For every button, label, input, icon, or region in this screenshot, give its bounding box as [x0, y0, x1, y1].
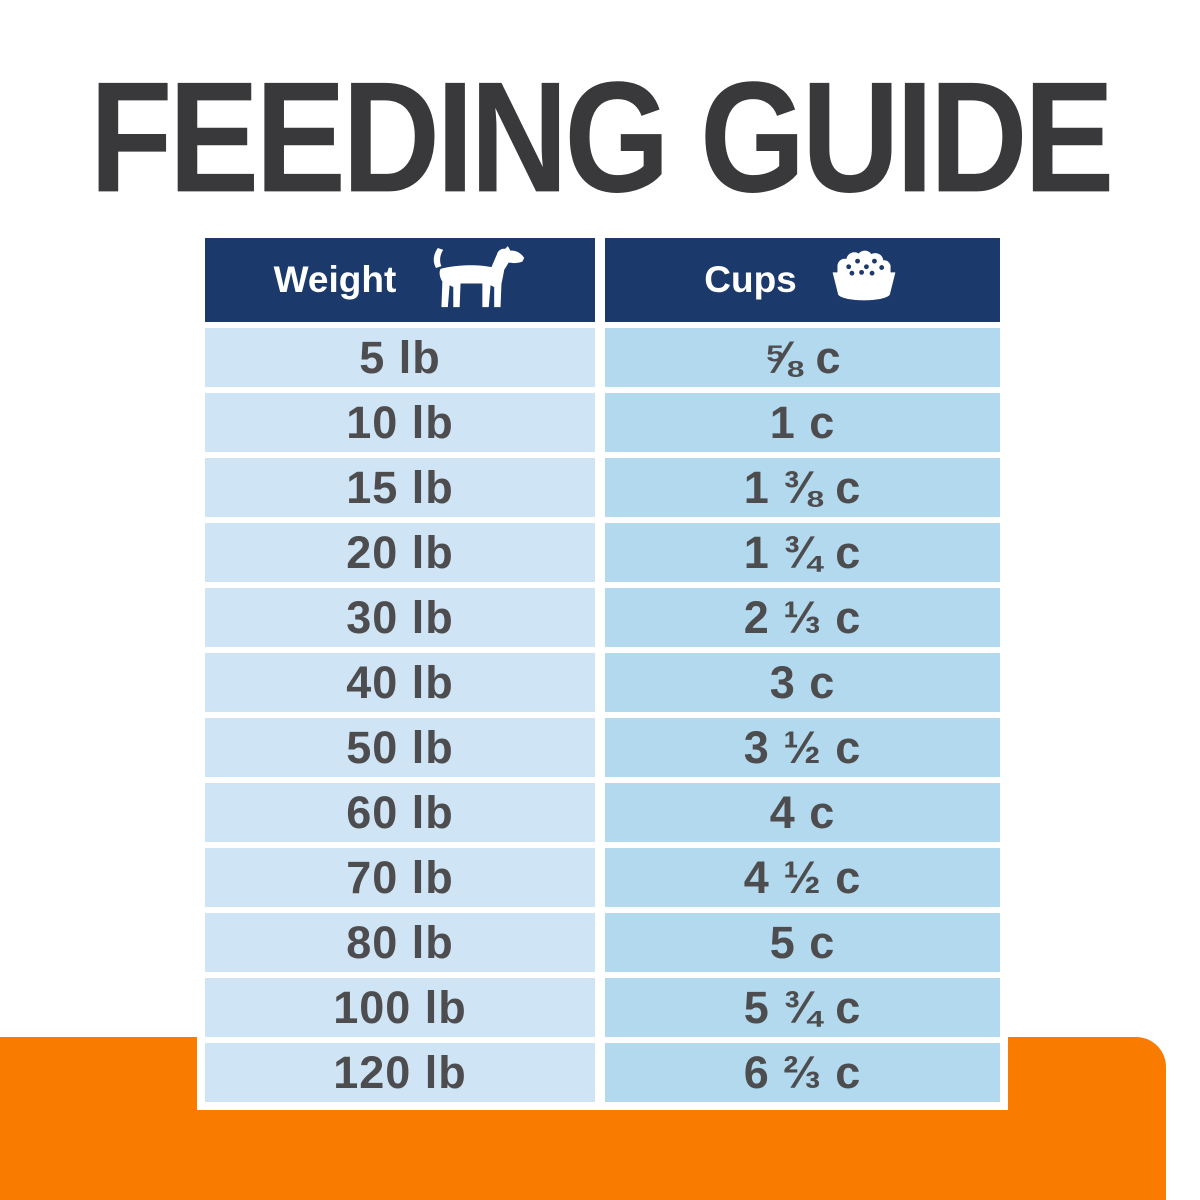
- food-bowl-icon: [827, 249, 901, 312]
- weight-cell: 30 lb: [205, 588, 595, 647]
- cups-header-label: Cups: [704, 259, 797, 300]
- weight-cell: 100 lb: [205, 978, 595, 1037]
- cups-cell: 2 ⅓ c: [605, 588, 1000, 647]
- table-row: 15 lb 1 ⅜ c: [205, 458, 1000, 517]
- table-row: 10 lb 1 c: [205, 393, 1000, 452]
- weight-cell: 70 lb: [205, 848, 595, 907]
- table-row: 80 lb 5 c: [205, 913, 1000, 972]
- weight-cell: 50 lb: [205, 718, 595, 777]
- cups-cell: 4 ½ c: [605, 848, 1000, 907]
- table-row: 40 lb 3 c: [205, 653, 1000, 712]
- dog-icon: [426, 245, 526, 316]
- weight-cell: 120 lb: [205, 1043, 595, 1102]
- cups-cell: 4 c: [605, 783, 1000, 842]
- weight-header-cell: Weight: [205, 238, 595, 322]
- cups-cell: 3 ½ c: [605, 718, 1000, 777]
- weight-cell: 80 lb: [205, 913, 595, 972]
- weight-header-label: Weight: [273, 259, 397, 300]
- cups-cell: 1 ¾ c: [605, 523, 1000, 582]
- cups-header-cell: Cups: [605, 238, 1000, 322]
- weight-cell: 15 lb: [205, 458, 595, 517]
- cups-cell: 6 ⅔ c: [605, 1043, 1000, 1102]
- cups-cell: 3 c: [605, 653, 1000, 712]
- table-row: 5 lb ⅝ c: [205, 328, 1000, 387]
- table-row: 60 lb 4 c: [205, 783, 1000, 842]
- table-row: 50 lb 3 ½ c: [205, 718, 1000, 777]
- weight-cell: 40 lb: [205, 653, 595, 712]
- table-row: 30 lb 2 ⅓ c: [205, 588, 1000, 647]
- table-header-row: Weight Cups: [205, 238, 1000, 322]
- table-row: 100 lb 5 ¾ c: [205, 978, 1000, 1037]
- cups-cell: 5 c: [605, 913, 1000, 972]
- table-row: 20 lb 1 ¾ c: [205, 523, 1000, 582]
- cups-cell: ⅝ c: [605, 328, 1000, 387]
- weight-cell: 60 lb: [205, 783, 595, 842]
- weight-cell: 20 lb: [205, 523, 595, 582]
- cups-cell: 5 ¾ c: [605, 978, 1000, 1037]
- cups-cell: 1 ⅜ c: [605, 458, 1000, 517]
- cups-cell: 1 c: [605, 393, 1000, 452]
- table-row: 120 lb 6 ⅔ c: [205, 1043, 1000, 1102]
- table-row: 70 lb 4 ½ c: [205, 848, 1000, 907]
- weight-cell: 5 lb: [205, 328, 595, 387]
- table-rows: 5 lb ⅝ c 10 lb 1 c 15 lb 1 ⅜ c 20 lb 1 ¾ c 30 lb…: [205, 328, 1000, 1102]
- weight-cell: 10 lb: [205, 393, 595, 452]
- page-title: FEEDING GUIDE: [89, 48, 1115, 226]
- feeding-table: Weight Cups: [197, 230, 1008, 1110]
